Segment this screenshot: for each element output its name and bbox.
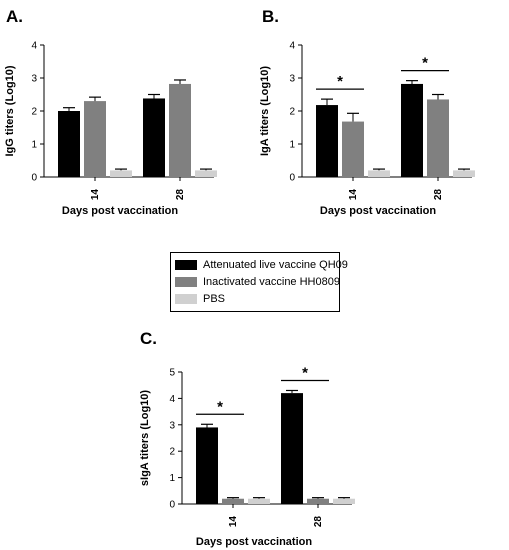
- legend-swatch-attenuated: [175, 260, 197, 270]
- significance-star: *: [217, 398, 223, 415]
- y-axis-label: IgG titers (Log10): [4, 65, 16, 156]
- bar: [307, 498, 329, 504]
- x-tick-label: 14: [90, 189, 101, 201]
- y-tick-label: 2: [31, 107, 37, 118]
- significance-star: *: [302, 364, 308, 381]
- bar: [84, 101, 106, 177]
- legend-label-pbs: PBS: [203, 293, 226, 305]
- significance-star: *: [422, 55, 428, 72]
- y-tick-label: 4: [169, 394, 175, 405]
- y-tick-label: 3: [289, 74, 295, 85]
- bar: [222, 498, 244, 504]
- significance-star: *: [337, 73, 343, 90]
- y-tick-label: 1: [169, 473, 175, 484]
- bar: [58, 111, 80, 177]
- y-tick-label: 1: [289, 140, 295, 151]
- panel-label: B.: [262, 7, 279, 26]
- y-tick-label: 4: [31, 41, 37, 52]
- bar: [453, 170, 475, 177]
- bar: [316, 105, 338, 177]
- x-tick-label: 28: [433, 189, 444, 201]
- legend-swatch-inactivated: [175, 277, 197, 287]
- y-tick-label: 2: [289, 107, 295, 118]
- y-tick-label: 1: [31, 140, 37, 151]
- chart-panel-3: C. 0 1 2 3 4 5 sIgA titers (Log10) 14 28 * * Days po…: [139, 329, 355, 548]
- y-tick-label: 5: [169, 368, 175, 379]
- x-tick-label: 14: [348, 189, 359, 201]
- bar: [196, 427, 218, 504]
- y-tick-label: 3: [31, 74, 37, 85]
- x-axis-label: Days post vaccination: [196, 536, 312, 548]
- bar: [110, 170, 132, 177]
- x-tick-label: 14: [228, 516, 239, 528]
- legend-item-attenuated: Attenuated live vaccine QH09: [175, 258, 348, 272]
- bar: [143, 98, 165, 177]
- legend-label-inactivated: Inactivated vaccine HH0809: [203, 276, 340, 288]
- bar: [281, 393, 303, 504]
- bar: [401, 83, 423, 177]
- bar: [427, 99, 449, 177]
- legend: Attenuated live vaccine QH09 Inactivated…: [170, 252, 348, 312]
- legend-swatch-pbs: [175, 294, 197, 304]
- bar: [368, 170, 390, 177]
- legend-label-attenuated: Attenuated live vaccine QH09: [203, 259, 348, 271]
- y-axis-label: sIgA titers (Log10): [139, 390, 151, 486]
- y-tick-label: 0: [31, 173, 37, 184]
- x-tick-label: 28: [313, 516, 324, 528]
- bar: [342, 121, 364, 177]
- bar: [169, 83, 191, 177]
- bar: [195, 170, 217, 177]
- bar: [248, 498, 270, 504]
- legend-item-pbs: PBS: [175, 292, 225, 306]
- panel-label: A.: [6, 7, 23, 26]
- y-tick-label: 2: [169, 447, 175, 458]
- panel-label: C.: [140, 329, 157, 348]
- y-tick-label: 0: [289, 173, 295, 184]
- y-tick-label: 0: [169, 500, 175, 511]
- y-tick-label: 4: [289, 41, 295, 52]
- x-axis-label: Days post vaccination: [62, 205, 178, 217]
- y-axis-label: IgA titers (Log10): [259, 66, 271, 156]
- bar: [333, 498, 355, 504]
- x-axis-label: Days post vaccination: [320, 205, 436, 217]
- chart-panel-1: A. 0 1 2 3 4 IgG titers (Log10) 14 28 Days post v…: [4, 7, 217, 217]
- x-tick-label: 28: [175, 189, 186, 201]
- legend-item-inactivated: Inactivated vaccine HH0809: [175, 275, 340, 289]
- y-tick-label: 3: [169, 420, 175, 431]
- chart-panel-2: B. 0 1 2 3 4 IgA titers (Log10) 14 28 * * Days post…: [259, 7, 475, 217]
